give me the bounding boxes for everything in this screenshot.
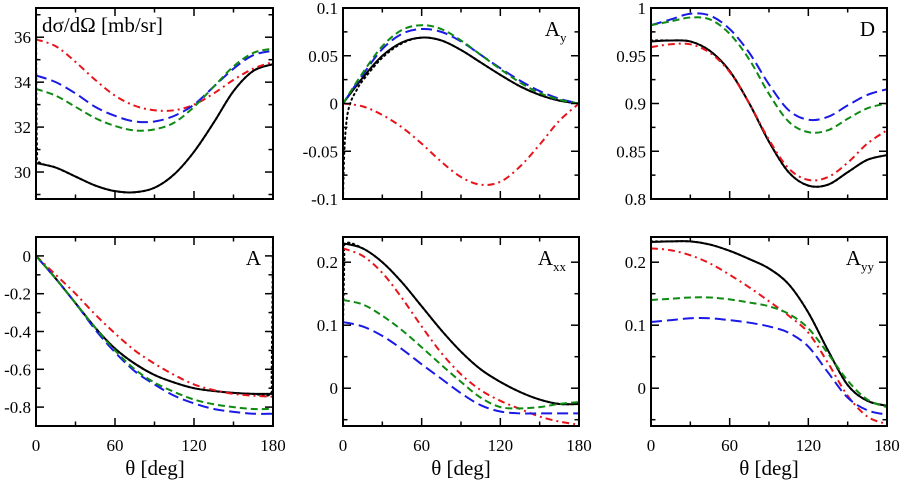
- series-dotted-line: [343, 36, 579, 199]
- x-axis-title-panel-4: θ [deg]: [125, 456, 185, 480]
- y-tick-label: -0.6: [4, 360, 31, 379]
- x-tick-label: 120: [488, 436, 514, 455]
- y-tick-label: 0.85: [616, 142, 646, 161]
- panel-label-subscript: yy: [861, 259, 875, 274]
- panel-label-subscript: y: [560, 30, 567, 45]
- x-tick-label: 60: [721, 436, 738, 455]
- axis-ticks: [35, 236, 274, 427]
- series-dotted-line: [36, 237, 273, 397]
- x-tick-label: 0: [647, 436, 656, 455]
- series-group: [343, 241, 579, 426]
- y-tick-label: 0: [330, 95, 339, 114]
- series-long-dash-line: [343, 321, 579, 415]
- y-tick-label: 0.1: [317, 0, 338, 18]
- y-tick-label: 36: [14, 28, 31, 47]
- panel-label: A: [538, 246, 554, 270]
- series-long-dash-line: [36, 49, 273, 124]
- chart-panel-2: -0.1 -0.05 0 0.05 0.1 A y: [303, 0, 580, 209]
- y-tick-label: 0.8: [625, 190, 646, 209]
- series-group: [36, 8, 273, 194]
- plot-frame: [35, 236, 274, 427]
- plot-frame: [342, 7, 580, 200]
- x-tick-label: 120: [181, 436, 207, 455]
- series-short-dash-line: [36, 255, 273, 411]
- panels-group: 30 32 34 36 dσ/dΩ [mb/sr] -0.1 -0.05 0 0.05 0.1 A y…: [4, 0, 900, 455]
- y-tick-label: -0.05: [303, 142, 338, 161]
- y-tick-label: 0.05: [308, 47, 338, 66]
- chart-panel-3: 0.8 0.85 0.9 0.95 1 D: [616, 0, 888, 209]
- y-tick-label: 0.2: [625, 253, 646, 272]
- chart-panel-5: 0 0.1 0.2 0 60 120 180 A xx: [317, 236, 592, 455]
- y-tick-label: 0.1: [625, 316, 646, 335]
- panel-label: A: [246, 246, 262, 270]
- panel-label: D: [860, 17, 875, 41]
- chart-panel-6: 0 0.1 0.2 0 60 120 180 A yy: [625, 236, 900, 455]
- series-short-dash-line: [36, 47, 273, 132]
- y-tick-label: 34: [14, 73, 32, 92]
- panel-label: A: [545, 17, 561, 41]
- x-axis-title-panel-6: θ [deg]: [739, 456, 799, 480]
- x-tick-label: 180: [566, 436, 592, 455]
- panel-label-subscript: xx: [553, 259, 567, 274]
- series-long-dash-line: [651, 12, 887, 122]
- series-dash-dot-line: [343, 247, 579, 426]
- y-tick-label: 30: [14, 163, 31, 182]
- series-group: [651, 12, 887, 188]
- series-long-dash-line: [651, 317, 887, 416]
- series-dash-dot-line: [651, 247, 887, 426]
- axis-ticks: [650, 7, 888, 200]
- series-short-dash-line: [343, 299, 579, 410]
- axis-ticks: [650, 237, 888, 426]
- y-tick-label: 1: [638, 0, 647, 18]
- series-dotted-line: [343, 241, 579, 406]
- y-tick-label: 0: [23, 247, 32, 266]
- series-dash-dot-line: [36, 38, 273, 112]
- axis-ticks: [35, 8, 274, 199]
- y-tick-label: -0.2: [4, 285, 31, 304]
- chart-panel-4: -0.8 -0.6 -0.4 -0.2 0 0 60 120 180 A: [4, 236, 286, 455]
- series-dash-dot-line: [343, 102, 579, 186]
- axis-ticks: [342, 237, 580, 426]
- panel-label: dσ/dΩ [mb/sr]: [42, 13, 163, 37]
- y-tick-label: -0.8: [4, 398, 31, 417]
- y-tick-label: 0: [330, 379, 339, 398]
- chart-panel-1: 30 32 34 36 dσ/dΩ [mb/sr]: [14, 7, 274, 200]
- panel-label: A: [846, 246, 862, 270]
- y-tick-label: 32: [14, 118, 31, 137]
- y-tick-label: 0.2: [317, 253, 338, 272]
- y-tick-label: 0.95: [616, 47, 646, 66]
- series-dotted-line: [36, 8, 273, 194]
- x-tick-label: 180: [260, 436, 286, 455]
- series-group: [36, 237, 273, 415]
- series-dash-dot-line: [36, 255, 273, 398]
- y-tick-label: 0.9: [625, 95, 646, 114]
- y-tick-label: 0.1: [317, 316, 338, 335]
- series-short-dash-line: [651, 16, 887, 134]
- y-tick-label: 0: [638, 379, 647, 398]
- x-tick-label: 0: [32, 436, 41, 455]
- series-solid-line: [36, 255, 273, 395]
- series-group: [343, 24, 579, 199]
- x-tick-label: 180: [874, 436, 900, 455]
- x-tick-label: 60: [107, 436, 124, 455]
- x-tick-label: 120: [796, 436, 822, 455]
- y-tick-label: -0.4: [4, 323, 31, 342]
- y-tick-label: -0.1: [311, 190, 338, 209]
- x-tick-label: 0: [339, 436, 348, 455]
- x-axis-title-panel-5: θ [deg]: [431, 456, 491, 480]
- series-solid-line: [651, 39, 887, 188]
- series-long-dash-line: [36, 255, 273, 415]
- series-short-dash-line: [651, 296, 887, 409]
- series-dotted-line: [651, 39, 887, 188]
- series-dash-dot-line: [651, 42, 887, 182]
- x-tick-label: 60: [413, 436, 430, 455]
- axis-ticks: [342, 7, 580, 200]
- series-short-dash-line: [343, 24, 579, 105]
